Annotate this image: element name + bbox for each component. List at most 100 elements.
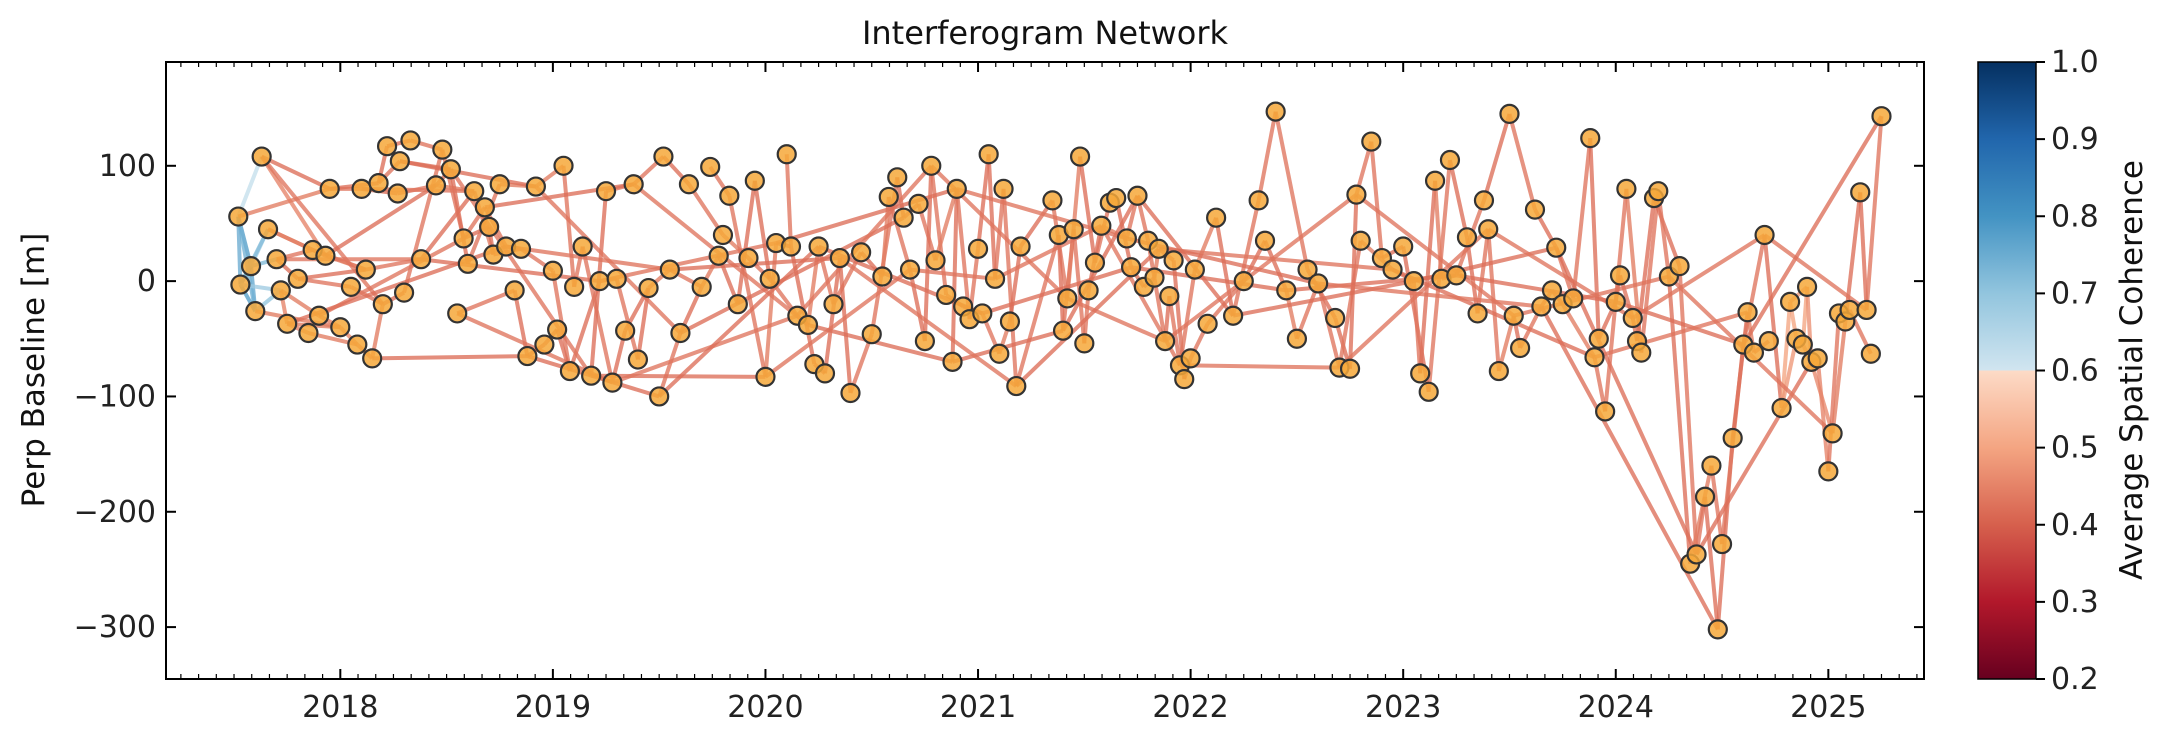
acquisition-point <box>887 167 908 188</box>
interferogram-edge <box>727 195 768 378</box>
acquisition-point <box>893 207 914 228</box>
interferogram-edge <box>1666 276 1693 564</box>
acquisition-point <box>691 276 712 297</box>
acquisition-point <box>1346 184 1367 205</box>
acquisition-point <box>351 178 372 199</box>
acquisition-point <box>1163 250 1184 271</box>
interferogram-edge <box>456 288 516 316</box>
acquisition-point <box>257 219 279 240</box>
acquisition-point <box>1116 228 1137 249</box>
interferogram-edge <box>764 267 912 379</box>
interferogram-edge <box>838 256 1018 388</box>
interferogram-edge <box>1843 192 1863 322</box>
acquisition-point <box>1822 423 1843 444</box>
acquisition-point <box>564 276 585 297</box>
interferogram-edge <box>1864 116 1884 311</box>
interferogram-edge <box>1507 113 1537 211</box>
acquisition-point <box>1439 149 1461 171</box>
acquisition-point <box>776 144 797 165</box>
acquisition-points <box>228 101 1892 640</box>
acquisition-point <box>1595 401 1616 422</box>
plot-frame <box>165 61 1925 680</box>
interferogram-edge <box>324 183 438 258</box>
acquisition-point <box>808 236 829 257</box>
acquisition-point <box>719 185 740 206</box>
acquisition-point <box>1084 252 1106 273</box>
interferogram-edge <box>976 154 991 250</box>
interferogram-edge <box>1273 111 1310 270</box>
acquisition-point <box>1792 334 1813 355</box>
acquisition-point <box>1711 533 1733 555</box>
acquisition-point <box>1057 288 1078 309</box>
interferogram-edge <box>1652 197 1682 267</box>
acquisition-point <box>1424 170 1446 191</box>
acquisition-point <box>1839 299 1860 321</box>
acquisition-point <box>1223 305 1244 326</box>
acquisition-point <box>1473 190 1495 211</box>
acquisition-point <box>1361 131 1382 152</box>
acquisition-point <box>1850 182 1871 203</box>
acquisition-point <box>240 256 262 277</box>
interferogram-edge <box>614 278 640 361</box>
acquisition-point <box>393 282 415 303</box>
acquisition-point <box>1010 236 1031 257</box>
acquisition-point <box>572 236 593 257</box>
interferogram-edge <box>561 165 577 288</box>
acquisition-point <box>851 242 872 263</box>
acquisition-point <box>1631 342 1652 363</box>
acquisition-point <box>878 186 899 208</box>
interferogram-edge <box>1560 303 1597 359</box>
acquisition-point <box>376 136 398 157</box>
interferogram-edge <box>1741 115 1884 346</box>
interferogram-edge <box>1001 188 1019 387</box>
interferogram-edge <box>1167 295 1182 366</box>
acquisition-point <box>287 268 308 289</box>
acquisition-point <box>298 322 319 344</box>
acquisition-point <box>1350 230 1371 251</box>
interferogram-edge <box>1256 111 1278 201</box>
acquisition-point <box>1701 455 1722 476</box>
acquisition-point <box>1248 190 1269 211</box>
acquisition-point <box>1042 190 1063 211</box>
colorbar-tick-label: 0.4 <box>2051 508 2099 543</box>
acquisition-point <box>1743 342 1765 363</box>
acquisition-point <box>372 294 393 315</box>
acquisition-point <box>400 130 421 151</box>
interferogram-edge <box>1482 113 1512 201</box>
x-tick-label: 2023 <box>1365 690 1441 725</box>
interferogram-edge <box>1571 137 1593 299</box>
interferogram-edge <box>1007 246 1023 322</box>
acquisition-point <box>1063 219 1084 240</box>
acquisition-point <box>1856 299 1877 321</box>
acquisition-point <box>489 174 510 195</box>
y-axis-label: Perp Baseline [m] <box>16 233 52 508</box>
interferogram-edge <box>795 164 933 318</box>
interferogram-edge <box>1741 234 1767 345</box>
interferogram-edge <box>687 183 725 237</box>
acquisition-point <box>410 249 432 270</box>
acquisition-point <box>1503 305 1524 326</box>
acquisition-point <box>1524 199 1546 220</box>
x-tick-label: 2020 <box>727 690 803 725</box>
acquisition-point <box>447 303 468 324</box>
y-tick-label: −100 <box>74 379 156 414</box>
colorbar-tick-label: 0.3 <box>2051 585 2099 620</box>
acquisition-point <box>1006 375 1027 397</box>
acquisition-point <box>1499 103 1520 124</box>
interferogram-edge <box>1078 156 1097 263</box>
interferogram-edge <box>1338 227 1490 370</box>
colorbar-tick-label: 0.6 <box>2051 354 2099 389</box>
acquisition-point <box>453 228 474 249</box>
acquisition-point <box>829 247 850 269</box>
colorbar-label: Average Spatial Coherence <box>2114 160 2150 580</box>
acquisition-point <box>921 155 942 176</box>
interferogram-edge <box>1056 234 1066 331</box>
interferogram-edge <box>909 267 996 281</box>
colorbar <box>1977 61 2037 680</box>
interferogram-edge <box>237 186 331 219</box>
interferogram-edge <box>611 313 799 385</box>
interferogram-edge <box>951 328 1064 364</box>
acquisition-point <box>1737 302 1758 323</box>
acquisition-point <box>653 146 674 167</box>
acquisition-point <box>1339 358 1361 379</box>
